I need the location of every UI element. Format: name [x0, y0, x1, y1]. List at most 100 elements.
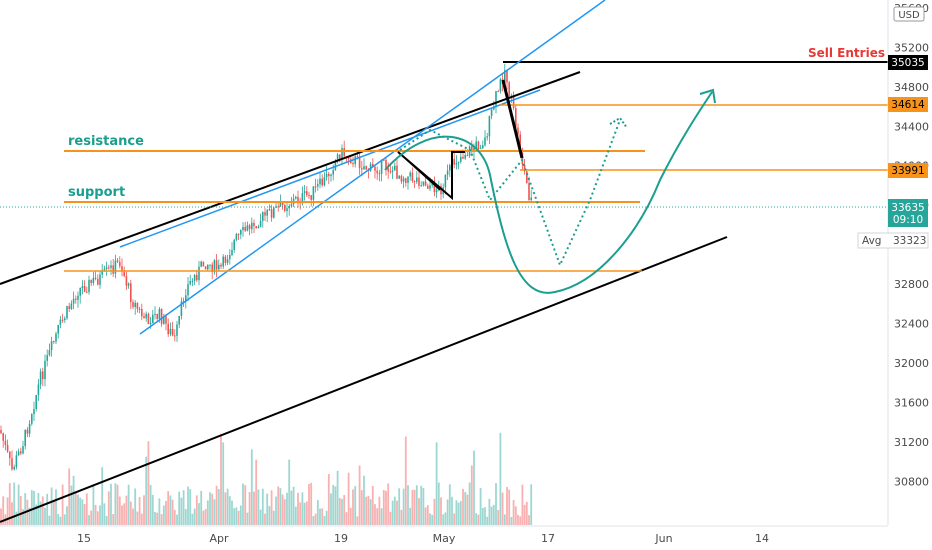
candle-body: [251, 222, 253, 230]
volume-bar: [244, 485, 247, 525]
candle-body: [185, 295, 187, 302]
volume-bar: [400, 509, 403, 525]
candle-body: [365, 166, 367, 170]
candle-body: [222, 256, 224, 267]
candle-body: [378, 173, 381, 175]
candle-body: [218, 264, 220, 270]
volume-bar: [464, 491, 467, 525]
volume-bar: [105, 515, 108, 525]
volume-bar: [202, 510, 205, 525]
candle-body: [519, 134, 521, 153]
volume-bar: [233, 508, 236, 525]
volume-bar: [44, 507, 46, 525]
candle-body: [101, 270, 103, 275]
volume-bar: [420, 485, 423, 525]
volume-bar: [101, 467, 104, 525]
candle-body: [53, 341, 55, 343]
volume-bar: [55, 489, 57, 525]
candle-body: [182, 301, 185, 303]
candle-body: [449, 165, 451, 171]
candle-body: [413, 181, 416, 183]
candle-body: [105, 267, 108, 269]
candle-body: [418, 177, 420, 186]
volume-bar: [277, 486, 280, 525]
volume-bar: [437, 482, 440, 525]
price-tick-label: 34800: [894, 81, 929, 94]
volume-bar: [415, 485, 418, 525]
currency-label: USD: [898, 10, 920, 21]
volume-bar: [297, 492, 299, 525]
candle-body: [273, 207, 275, 218]
candle-body: [506, 70, 508, 83]
volume-bar: [517, 514, 519, 525]
candle-body: [15, 455, 18, 467]
volume-bar: [468, 482, 471, 525]
candle-body: [297, 196, 299, 202]
candle-body: [156, 313, 158, 319]
candle-body: [504, 70, 506, 85]
volume-bar: [466, 494, 469, 525]
volume-bar: [360, 490, 363, 525]
volume-bar: [314, 513, 317, 525]
candle-body: [20, 451, 22, 454]
candle-body: [482, 145, 484, 149]
candle-body: [446, 170, 449, 175]
candle-body: [517, 127, 519, 135]
candle-body: [2, 433, 4, 441]
tag-34614-bg: [888, 97, 928, 112]
volume-bar: [57, 513, 60, 525]
currency-box[interactable]: [893, 6, 925, 22]
volume-bar: [165, 500, 167, 525]
volume-bar: [299, 502, 302, 525]
candle-body: [526, 171, 528, 184]
volume-bars: [0, 432, 533, 525]
candle-body: [143, 316, 145, 319]
candle-body: [75, 298, 77, 300]
candle-body: [226, 259, 229, 263]
candle-body: [154, 313, 156, 315]
candle-body: [303, 191, 306, 194]
price-tick-label: 30800: [894, 475, 929, 488]
candle-body: [416, 177, 418, 182]
candle-body: [484, 137, 486, 146]
volume-bar: [127, 484, 130, 525]
candle-body: [158, 308, 161, 319]
volume-bar: [312, 516, 315, 525]
volume-bar: [50, 487, 53, 525]
volume-bar: [530, 484, 533, 525]
candle-body: [28, 423, 31, 434]
candle-body: [389, 171, 392, 173]
candle-body: [376, 170, 378, 174]
candle-body: [508, 82, 510, 96]
volume-bar: [321, 508, 324, 525]
avg-value: 33323: [893, 235, 926, 247]
time-axis[interactable]: 15 Apr 19 May 17 Jun 14: [77, 532, 769, 545]
volume-bar: [292, 486, 295, 525]
volume-bar: [475, 513, 478, 525]
candle-body: [147, 313, 150, 325]
volume-bar: [354, 486, 357, 525]
candle-body: [530, 197, 532, 201]
volume-bar: [140, 513, 143, 525]
candle-body: [396, 165, 398, 179]
volume-bar: [477, 514, 480, 525]
volume-bar: [173, 509, 176, 525]
candle-body: [339, 154, 341, 159]
volume-bar: [19, 495, 22, 525]
volume-bar: [209, 492, 211, 525]
volume-bar: [486, 516, 489, 525]
candle-body: [22, 446, 24, 454]
volume-bar: [123, 503, 126, 525]
candle-body: [196, 274, 198, 281]
volume-bar: [396, 500, 398, 525]
volume-bar: [512, 500, 515, 525]
volume-bar: [363, 475, 365, 525]
volume-bar: [404, 436, 407, 525]
candle-body: [380, 159, 383, 174]
candle-body: [229, 255, 231, 260]
volume-bar: [250, 449, 253, 525]
candle-body: [466, 155, 469, 157]
candle-body: [235, 234, 238, 240]
volume-bar: [510, 516, 513, 525]
